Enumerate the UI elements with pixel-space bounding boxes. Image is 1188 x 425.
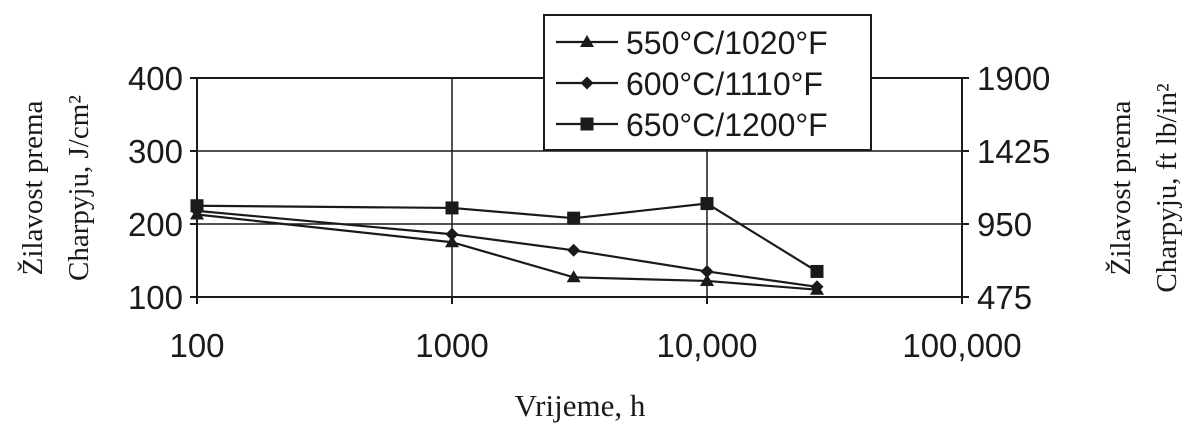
axes: 100 1000 10,000 100,000 400 300 200 100 1900 1425… [128, 60, 1050, 364]
series-line [196, 213, 818, 291]
y-left-label-line1: Žilavost prema [16, 101, 49, 276]
y-right-label-line2: Charpyju, ft lb/in² [1151, 83, 1183, 293]
x-tick-label: 100 [169, 327, 224, 364]
data-point [700, 273, 714, 286]
y-left-label-line2: Charpyju, J/cm² [63, 95, 95, 281]
y-tick-label-right: 1425 [977, 133, 1050, 170]
data-point [445, 235, 459, 248]
series-line [196, 202, 818, 273]
legend-items: 550°C/1020°F 600°C/1110°F 650°C/1200°F [556, 25, 828, 143]
data-point [566, 270, 581, 283]
legend-marker [580, 117, 594, 131]
x-tick-label: 1000 [415, 327, 488, 364]
legend-label: 650°C/1200°F [626, 107, 828, 143]
legend-marker [580, 35, 594, 47]
y-tick-label-left: 200 [128, 206, 183, 243]
data-point [190, 199, 204, 213]
x-axis-label: Vrijeme, h [515, 388, 646, 423]
legend-label: 600°C/1110°F [626, 66, 823, 102]
y-right-label-line1: Žilavost prema [1104, 101, 1137, 276]
y-tick-label-left: 100 [128, 279, 183, 316]
y-tick-label-left: 300 [128, 133, 183, 170]
x-tick-label: 10,000 [657, 327, 758, 364]
data-point [810, 280, 824, 294]
data-point [567, 211, 581, 225]
x-tick-label: 100,000 [902, 327, 1021, 364]
data-point [700, 264, 714, 278]
y-tick-label-right: 950 [977, 206, 1032, 243]
data-point [700, 197, 714, 211]
legend-marker [580, 76, 594, 90]
series-line [196, 209, 818, 288]
data-point [567, 243, 581, 257]
y-tick-label-right: 475 [977, 279, 1032, 316]
data-point [445, 227, 459, 241]
y-tick-label-right: 1900 [977, 60, 1050, 97]
legend-label: 550°C/1020°F [626, 25, 828, 61]
legend: 550°C/1020°F 600°C/1110°F 650°C/1200°F [543, 14, 872, 151]
series-layer [190, 197, 824, 295]
data-point [810, 264, 824, 278]
y-tick-label-left: 400 [128, 60, 183, 97]
data-point [445, 201, 459, 215]
